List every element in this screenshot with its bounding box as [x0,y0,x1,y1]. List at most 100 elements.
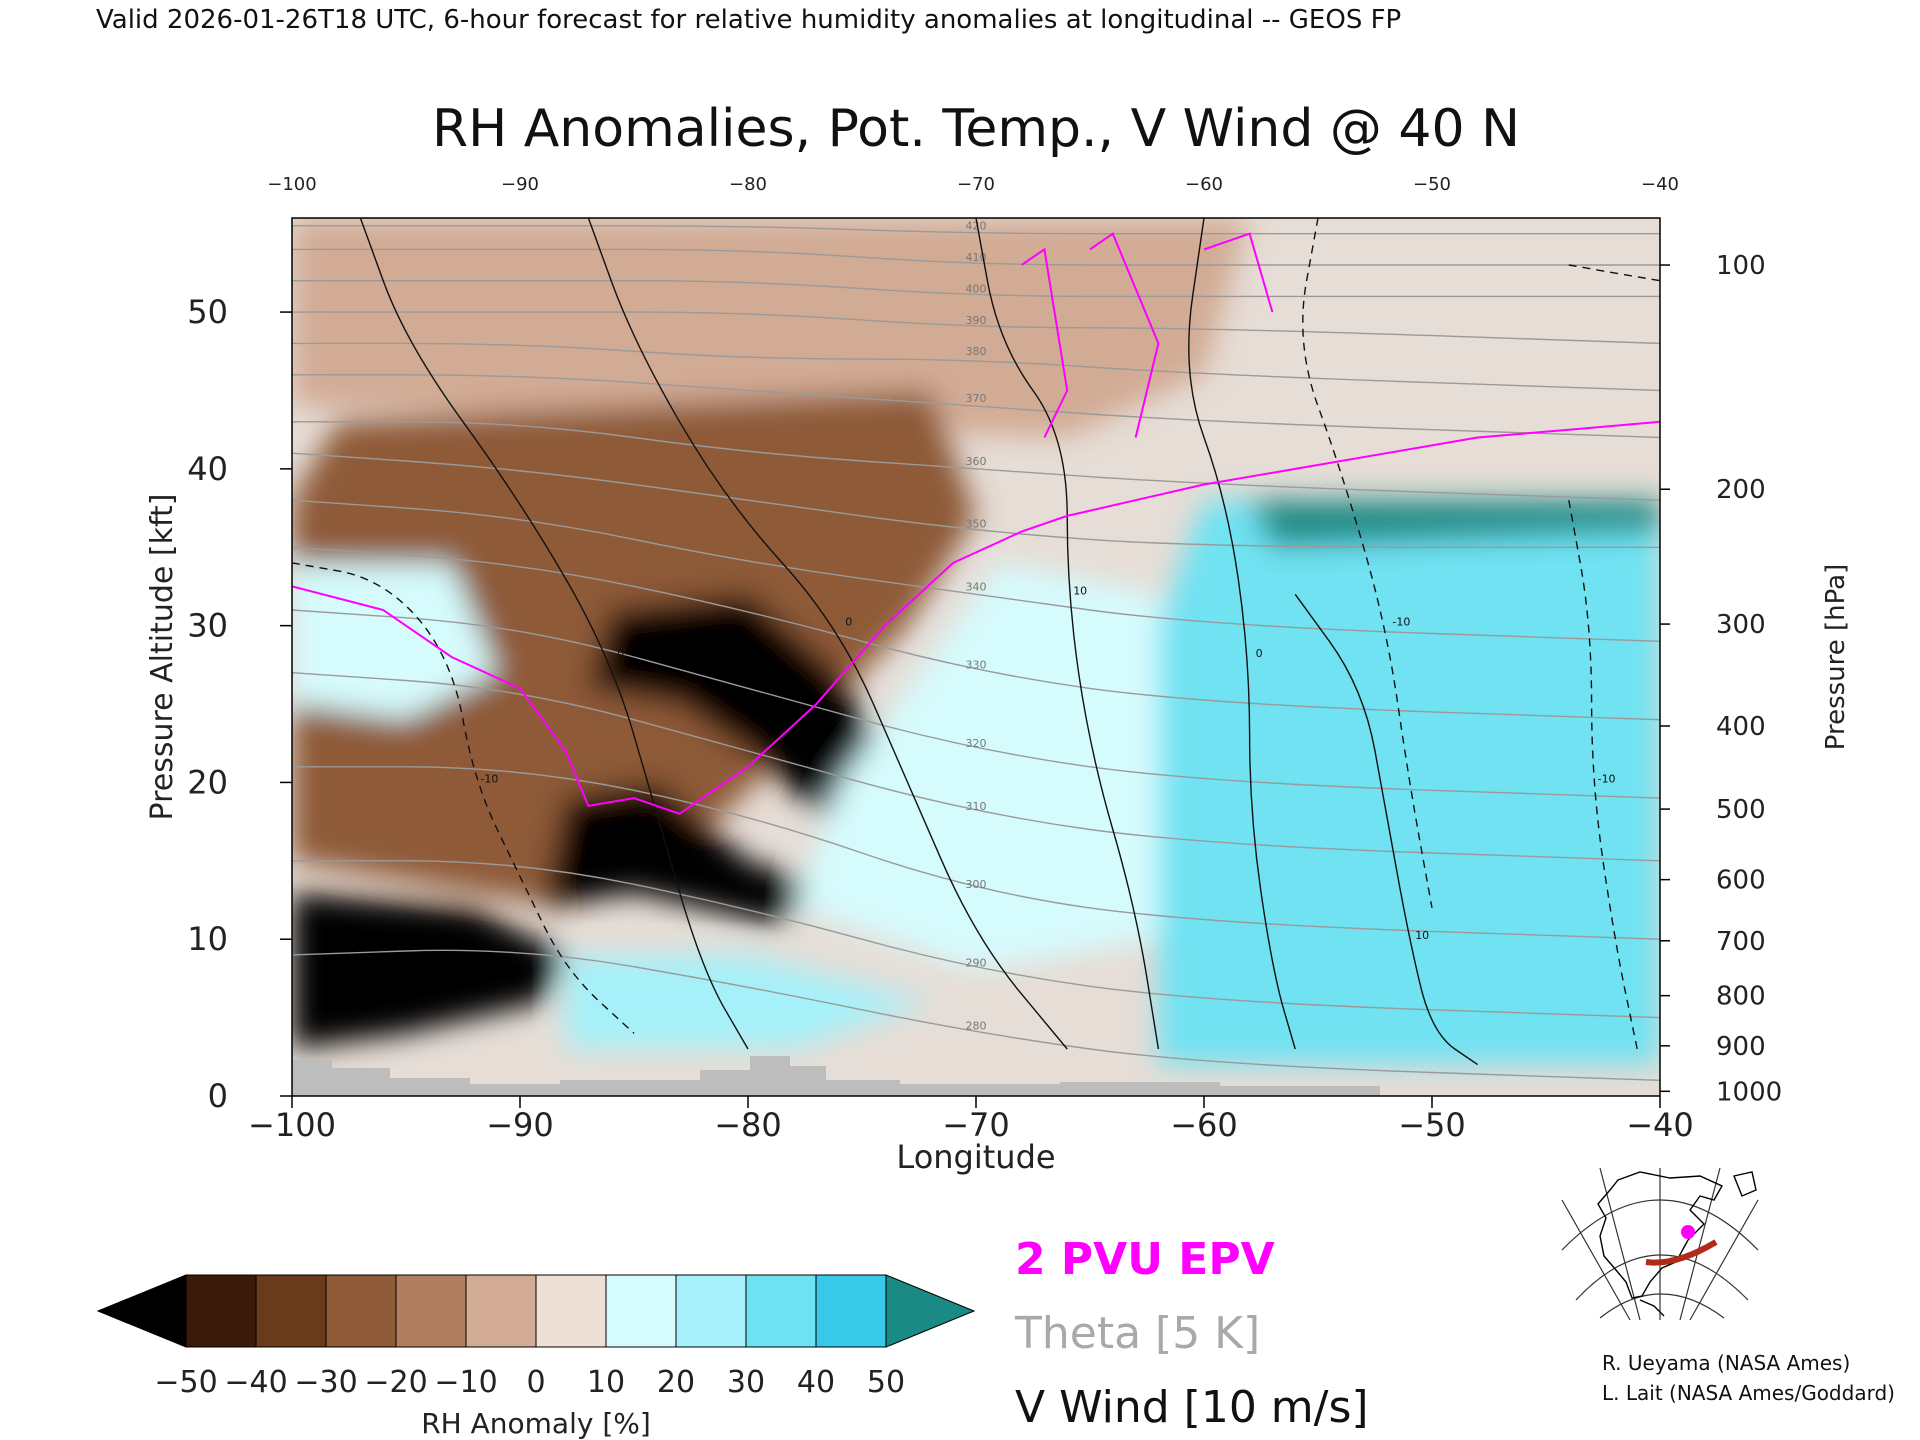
rh-region-8 [292,562,498,720]
colorbar-swatch-5 [535,1274,607,1348]
y-tick-label-1: 10 [187,920,228,958]
colorbar-tick-label-7: 20 [657,1365,695,1400]
vwind-label-8: -10 [1598,772,1616,785]
y-axis-label: Pressure Altitude [kft] [145,494,180,821]
colorbar-tick-label-6: 10 [587,1365,625,1400]
x-top-tick-label-3: −70 [957,174,995,195]
p-tick-label-2: 300 [1716,610,1766,640]
theta-contour-420 [292,225,1660,235]
vwind-label-0: 0 [617,647,624,660]
colorbar-swatch-3 [395,1274,467,1348]
vwind-contour-7 [1568,264,1660,282]
chart-title: RH Anomalies, Pot. Temp., V Wind @ 40 N [432,99,1520,159]
theta-label-340: 340 [966,580,987,593]
theta-contour-280 [292,949,1660,1081]
vwind-label-3: 0 [1256,647,1263,660]
colorbar-swatch-1 [255,1274,327,1348]
vwind-contour-6 [1302,218,1433,909]
colorbar-tick-label-5: 0 [526,1365,545,1400]
legend-vwind-label: V Wind [10 m/s] [1015,1382,1369,1433]
theta-contour-290 [292,860,1660,1019]
theta-label-360: 360 [966,455,987,468]
credit-line-1: R. Ueyama (NASA Ames) [1602,1351,1850,1375]
epv-spike-2 [1203,232,1274,313]
p-tick-label-4: 500 [1716,795,1766,825]
colorbar-swatch-0 [185,1274,257,1348]
rh-region-0 [292,218,1250,438]
x-top-tick-label-6: −40 [1641,174,1679,195]
theta-contour-360 [292,421,1660,501]
theta-contour-370 [292,374,1660,439]
x-axis-bottom: −100 −90 −80 −70 −60 −50 −40 [248,1096,1694,1144]
y-tick-label-0: 0 [208,1077,228,1115]
colorbar-tick-label-9: 40 [797,1365,835,1400]
p-tick-label-0: 100 [1716,251,1766,281]
theta-label-350: 350 [966,518,987,531]
theta-label-280: 280 [966,1019,987,1032]
p-tick-label-1: 200 [1716,475,1766,505]
epv-spike-0 [1021,247,1069,438]
rh-anomaly-field [292,218,1660,1065]
x-tick-label-2: −80 [714,1106,782,1144]
theta-label-400: 400 [966,282,987,295]
valid-time-caption: Valid 2026-01-26T18 UTC, 6-hour forecast… [96,5,1401,35]
theta-label-320: 320 [966,737,987,750]
p-tick-label-3: 400 [1716,712,1766,742]
x-axis-label: Longitude [896,1138,1055,1176]
colorbar-tick-label-0: −50 [154,1365,217,1400]
y-tick-label-5: 50 [187,293,228,331]
x-axis-top: −100 −90 −80 −70 −60 −50 −40 [267,174,1679,195]
vwind-label-2: 10 [1073,584,1087,597]
theta-contour-390 [292,311,1660,345]
theta-label-290: 290 [966,957,987,970]
credit-line-2: L. Lait (NASA Ames/Goddard) [1602,1381,1895,1405]
inset-locator-map [1560,1167,1760,1321]
vwind-contour-4 [1294,593,1478,1066]
inset-cross-section-line [1645,1239,1718,1266]
vwind-contours: 0 0 10 0 10 -10 -10 -10 -10 [292,218,1684,1066]
epv-2pvu-contour [292,232,1660,815]
rh-region-9 [565,954,931,1049]
colorbar-swatch-2 [325,1274,397,1348]
x-tick-label-6: −40 [1626,1106,1694,1144]
x-tick-label-1: −90 [486,1106,554,1144]
x-top-tick-label-4: −60 [1185,174,1223,195]
colorbar-tick-label-2: −30 [294,1365,357,1400]
y-tick-label-4: 40 [187,450,228,488]
plot-area: 280 290 300 310 320 330 340 350 360 370 380 390 400 4… [292,218,1684,1096]
theta-contour-300 [292,766,1660,940]
rh-region-2 [588,594,908,830]
inset-location-dot [1681,1225,1695,1239]
theta-label-380: 380 [966,345,987,358]
colorbar-swatch-7 [675,1274,747,1348]
terrain-mask [292,1056,1380,1096]
vwind-contour-3 [1188,218,1296,1050]
vwind-label-7: -10 [1666,271,1684,284]
theta-contour-340 [292,499,1660,642]
epv-spike-1 [1089,232,1160,438]
vwind-label-1: 0 [845,616,852,629]
p-tick-label-5: 600 [1716,866,1766,896]
colorbar-under-triangle [96,1274,187,1348]
vwind-label-5: -10 [480,772,498,785]
rh-region-3 [542,782,840,924]
epv-2pvu-line [292,420,1660,815]
theta-label-300: 300 [966,878,987,891]
theta-contour-400 [292,279,1660,298]
rh-colorbar: −50 −40 −30 −20 −10 0 10 20 30 40 50 [96,1274,976,1400]
theta-label-330: 330 [966,659,987,672]
x-top-tick-label-2: −80 [729,174,767,195]
rh-region-7 [1249,500,1660,548]
x-top-tick-label-5: −50 [1413,174,1451,195]
colorbar-label: RH Anomaly [%] [421,1407,651,1440]
y-tick-label-2: 20 [187,763,228,801]
colorbar-swatch-6 [605,1274,677,1348]
x-tick-label-0: −100 [248,1106,336,1144]
vwind-label-4: 10 [1415,929,1429,942]
colorbar-tick-label-1: −40 [224,1365,287,1400]
y2-axis-label: Pressure [hPa] [1821,564,1851,751]
colorbar-swatch-9 [815,1274,887,1348]
p-tick-label-9: 1000 [1716,1077,1782,1107]
theta-contour-410 [292,248,1660,266]
rh-region-5 [793,562,1182,971]
